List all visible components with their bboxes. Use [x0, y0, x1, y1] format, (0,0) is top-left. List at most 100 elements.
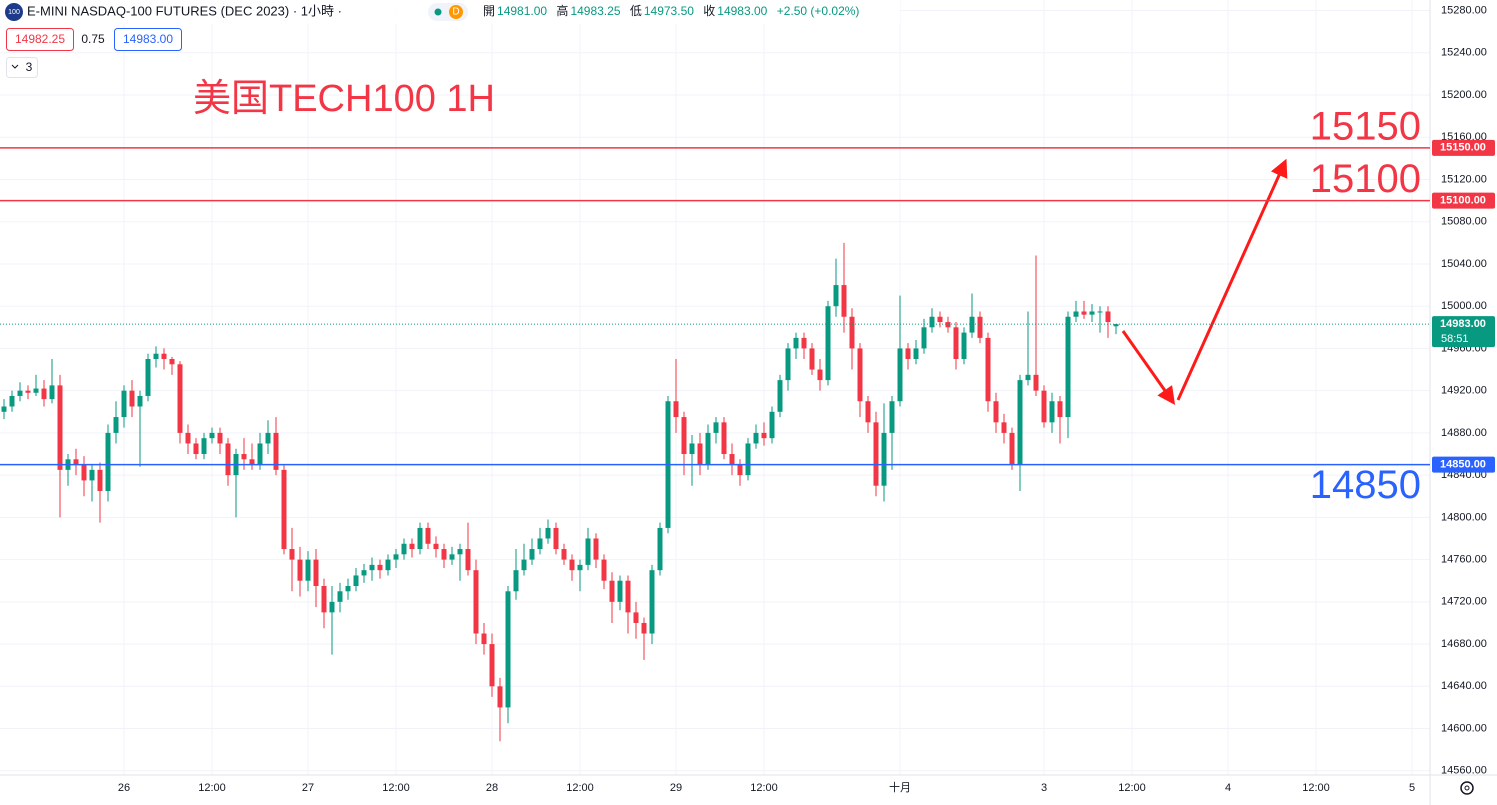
candle-body: [841, 285, 847, 317]
candle-body: [289, 549, 295, 560]
x-tick-label: 十月: [889, 780, 911, 794]
candle-body: [129, 390, 135, 407]
indicators-toggle[interactable]: [6, 57, 38, 78]
grid: [0, 0, 1430, 775]
candle-body: [793, 337, 799, 349]
candle-body: [657, 527, 663, 571]
candle-body: [225, 443, 231, 476]
plot: [1, 242, 1119, 742]
y-tick-label: 15040.00: [1441, 258, 1487, 270]
candle-body: [457, 549, 463, 555]
candle-body: [953, 327, 959, 359]
candle-body: [1073, 311, 1079, 317]
candle-body: [993, 401, 999, 423]
candle-body: [961, 332, 967, 359]
candle-body: [617, 580, 623, 602]
candle-body: [177, 364, 183, 433]
candle-body: [569, 559, 575, 571]
candle-body: [377, 564, 383, 571]
level-label: 14850: [1310, 463, 1421, 507]
candle-body: [697, 443, 703, 465]
candle-body: [481, 633, 487, 645]
candle-body: [409, 543, 415, 550]
candle-body: [297, 559, 303, 581]
ohlc-label: 開: [483, 4, 495, 18]
candle-body: [809, 348, 815, 370]
candle-body: [985, 337, 991, 402]
arrow-down: [1121, 330, 1176, 405]
x-tick-label: 28: [486, 782, 498, 794]
candle-body: [601, 559, 607, 581]
y-tick-label: 15240.00: [1441, 47, 1487, 59]
candle-body: [977, 316, 983, 338]
candle-body: [217, 432, 223, 444]
candle-body: [265, 432, 271, 444]
candle-body: [721, 422, 727, 455]
bid-price: 14982.25: [15, 32, 65, 46]
candle-body: [817, 369, 823, 381]
candle-body: [785, 348, 791, 381]
candle-body: [857, 348, 863, 402]
candle-body: [737, 464, 743, 476]
level-label: 15150: [1310, 104, 1421, 148]
x-tick-label: 3: [1041, 782, 1047, 794]
ohlc-label: 收: [703, 4, 715, 18]
y-tick-label: 14600.00: [1441, 722, 1487, 734]
candle-body: [913, 348, 919, 359]
candle-body: [921, 327, 927, 349]
chevron: [11, 64, 19, 69]
candle-body: [489, 644, 495, 687]
symbol-icon: [5, 3, 23, 21]
candle-body: [641, 622, 647, 634]
candle-body: [553, 527, 559, 550]
bid-box[interactable]: [6, 28, 74, 51]
candle-body: [777, 380, 783, 412]
chart-annotation: 美国TECH100 1H: [193, 78, 495, 120]
candle-body: [1017, 380, 1023, 465]
price-axis-tag: [1432, 192, 1495, 209]
y-tick-label: 15200.00: [1441, 89, 1487, 101]
ohlc-value: 14981.00: [497, 4, 547, 18]
candle-body: [929, 316, 935, 328]
candle-body: [81, 464, 87, 481]
candle-body: [1065, 316, 1071, 418]
y-tick-label: 14640.00: [1441, 680, 1487, 692]
candle-body: [401, 543, 407, 555]
candle-body: [337, 591, 343, 602]
candle-body: [345, 586, 351, 592]
candle-body: [257, 443, 263, 465]
y-tick-label: 15000.00: [1441, 300, 1487, 312]
candle-body: [1, 406, 7, 412]
candle-body: [185, 432, 191, 444]
candle-body: [825, 306, 831, 381]
candle-body: [281, 469, 287, 550]
candle-body: [305, 559, 311, 581]
level-label: 15100: [1310, 157, 1421, 201]
y-tick-label: 15120.00: [1441, 173, 1487, 185]
candle-body: [353, 575, 359, 587]
candle-body: [537, 538, 543, 550]
candle-body: [585, 538, 591, 565]
candle-body: [441, 549, 447, 560]
y-tick-label: 14800.00: [1441, 511, 1487, 523]
symbol-title[interactable]: E-MINI NASDAQ-100 FUTURES (DEC 2023) · 1…: [27, 3, 342, 18]
ask-box[interactable]: [114, 28, 182, 51]
candle-body: [561, 549, 567, 560]
candle-body: [1113, 324, 1119, 327]
candle-body: [249, 459, 255, 465]
candle-body: [673, 401, 679, 418]
countdown-text: 58:51: [1441, 333, 1469, 345]
candle-body: [57, 385, 63, 470]
candle-body: [713, 422, 719, 433]
x-tick-label: 26: [118, 782, 130, 794]
candle-body: [1001, 422, 1007, 433]
last-price-text: 14983.00: [1440, 318, 1486, 330]
candle-body: [9, 395, 15, 407]
candle-body: [1009, 432, 1015, 465]
candle-body: [681, 417, 687, 455]
ohlc-value: 14973.50: [644, 4, 694, 18]
settings-button[interactable]: [1460, 781, 1474, 795]
candle-body: [513, 570, 519, 592]
candle-body: [1081, 311, 1087, 315]
candle-body: [473, 570, 479, 634]
